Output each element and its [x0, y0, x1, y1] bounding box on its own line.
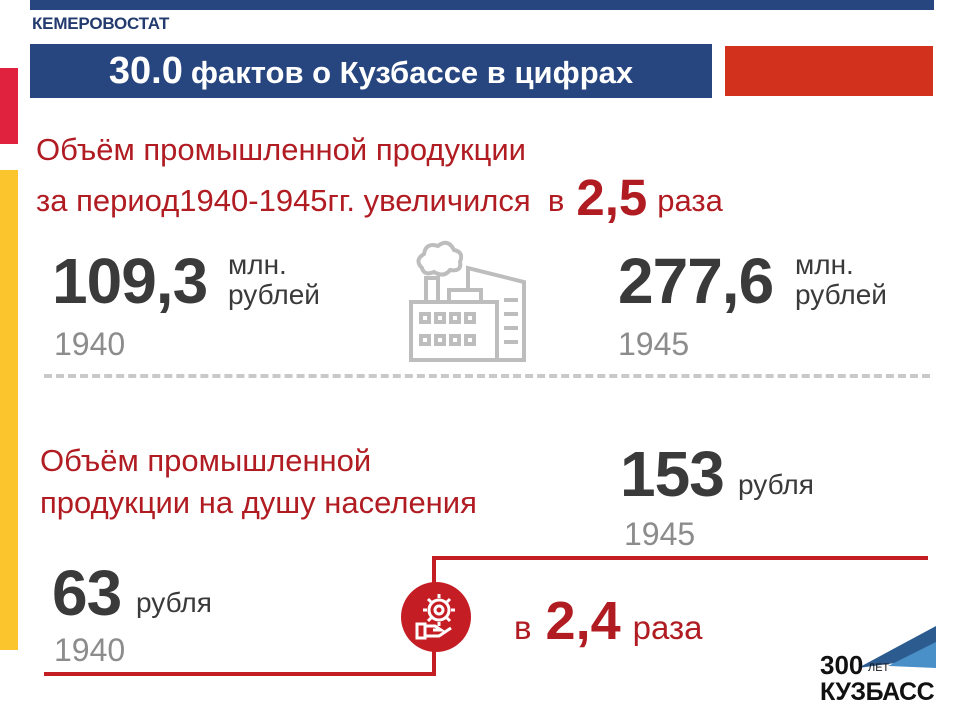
section2-heading-line1: Объём промышленной	[40, 443, 372, 478]
section2-heading-line2: продукции на душу населения	[40, 485, 477, 520]
per-capita-factor: 2,4	[545, 591, 621, 651]
side-accent-red	[0, 68, 18, 144]
per-capita-year-1945: 1945	[624, 516, 696, 552]
per-capita-1945-unit: рубля	[738, 469, 814, 500]
per-capita-1940: 63	[52, 557, 122, 629]
per-capita-growth: в 2,4 раза	[514, 591, 703, 651]
logo-number: 300	[820, 650, 864, 680]
per-capita-year-1940: 1940	[54, 632, 126, 668]
connector-lower	[44, 672, 436, 676]
section-divider	[44, 374, 930, 378]
logo-small: ЛЕТ	[868, 662, 890, 674]
per-capita-1945-block: 153	[620, 437, 725, 511]
title-red-block	[725, 46, 933, 96]
title-number: 30.0	[108, 49, 183, 92]
unit-1940: млн. рублей	[228, 249, 320, 310]
section1-heading-line1: Объём промышленной продукции	[36, 132, 526, 167]
value-1940-block: 109,3	[52, 244, 208, 318]
unit-1945: млн. рублей	[795, 249, 887, 310]
logo-name: КУЗБАСС	[820, 678, 935, 706]
brand-label: КЕМЕРОВОСТАТ	[32, 14, 170, 33]
year-1940: 1940	[54, 326, 126, 362]
section1-factor: 2,5	[576, 169, 648, 226]
per-capita-1945: 153	[620, 438, 725, 510]
title-text: фактов о Кузбассе в цифрах	[190, 55, 634, 90]
gear-hand-icon	[401, 582, 471, 652]
value-1945-block: 277,6	[618, 244, 774, 318]
title-banner: 30.0 фактов о Кузбассе в цифрах	[30, 44, 712, 98]
factory-icon	[409, 240, 526, 362]
section2-heading: Объём промышленной продукции на душу нас…	[40, 440, 477, 524]
year-1945: 1945	[618, 326, 690, 362]
logo-mountain-icon	[858, 626, 936, 668]
per-capita-1940-block: 63	[52, 556, 122, 630]
top-accent-bar	[30, 0, 934, 10]
side-accent-yellow	[0, 170, 18, 650]
connector-upper	[432, 556, 928, 560]
kuzbass-300-logo: 300 ЛЕТ КУЗБАСС	[818, 620, 940, 710]
value-1945: 277,6	[618, 245, 774, 317]
value-1940: 109,3	[52, 245, 208, 317]
section1-heading-line2: за период1940-1945гг. увеличился в 2,5 раз…	[36, 169, 723, 226]
section1-factor-suffix: раза	[657, 183, 723, 218]
per-capita-1940-unit: рубля	[136, 587, 212, 618]
section1-heading: Объём промышленной продукции за период19…	[36, 128, 723, 223]
